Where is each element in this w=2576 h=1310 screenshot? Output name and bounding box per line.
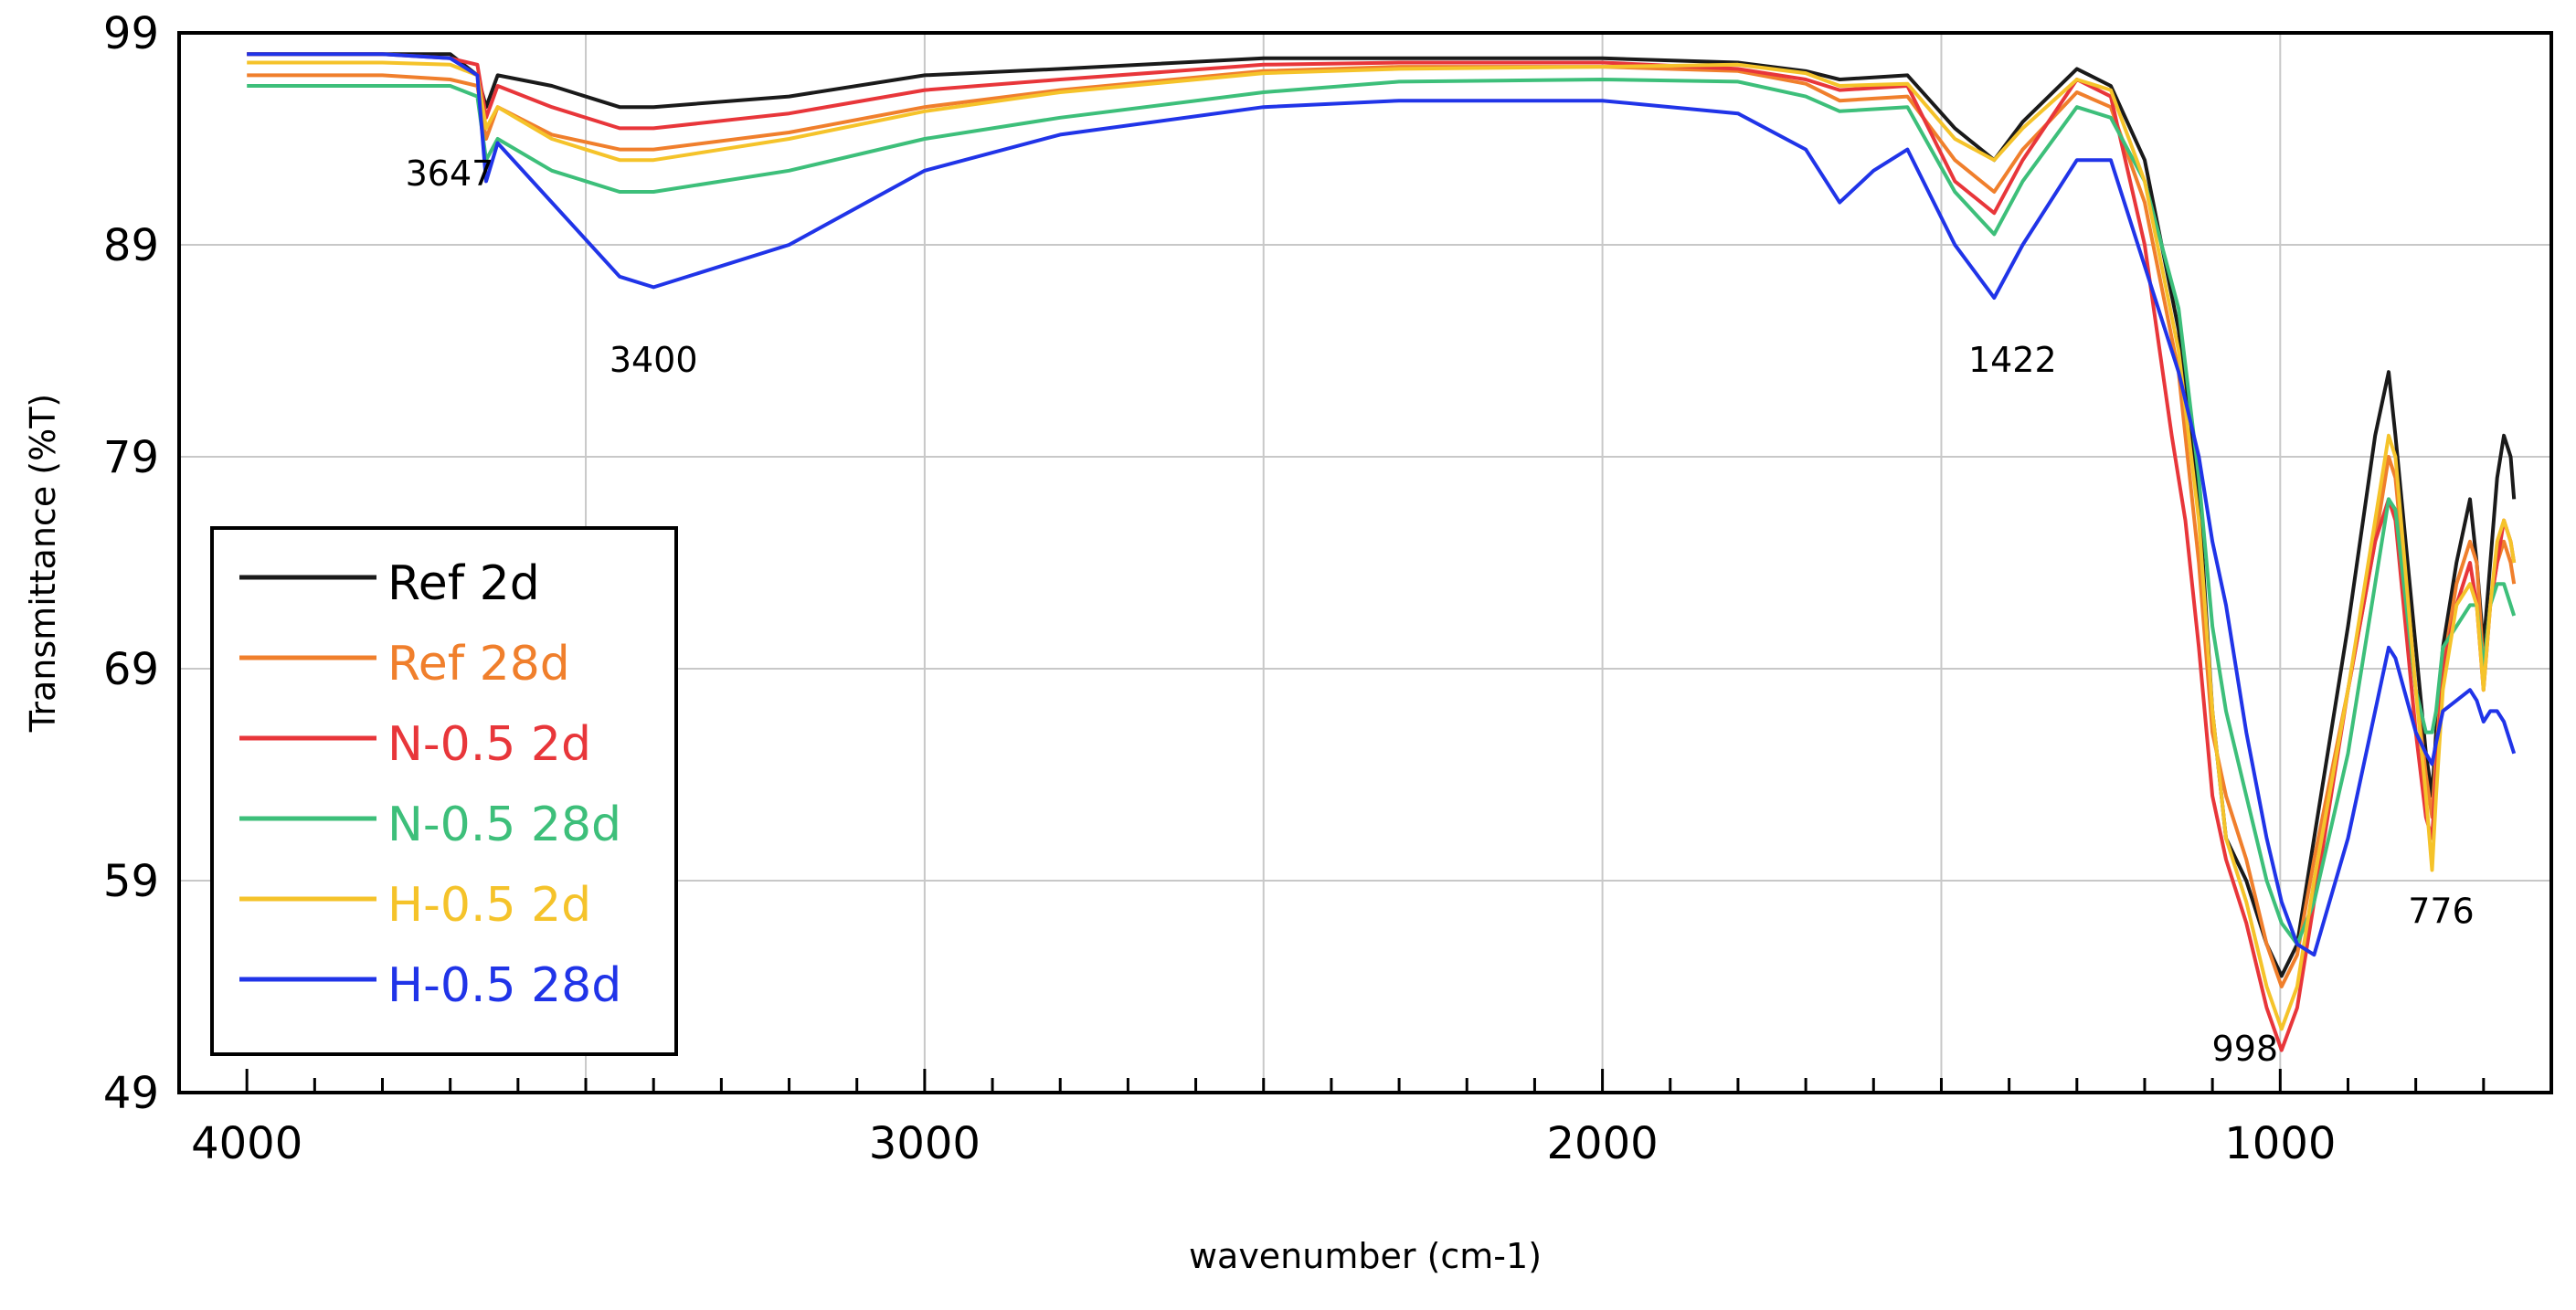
annotation-layer: 3647 3400 1422 998 776 [406,153,2475,1069]
peak-label: 3400 [610,340,698,380]
peak-label: 998 [2212,1029,2279,1069]
series-line-2 [247,52,2517,1052]
series-layer [247,52,2517,1052]
y-tick-label: 89 [103,220,159,271]
y-tick-label: 59 [103,856,159,907]
tick-layer: 4000 3000 2000 1000 49 59 69 79 89 99 [103,8,2486,1169]
peak-label: 776 [2408,891,2475,931]
legend-label: Ref 2d [387,556,540,611]
legend-box [210,526,678,1056]
y-tick-label: 49 [103,1068,159,1119]
y-tick-label: 99 [103,8,159,59]
legend-label: H-0.5 2d [387,878,591,933]
y-axis-title: Transmittance (%T) [23,394,63,733]
x-tick-label: 1000 [2224,1118,2336,1169]
peak-label: 3647 [406,153,494,194]
series-line-4 [247,60,2517,1031]
legend-label: N-0.5 28d [387,798,621,852]
plot-frame [177,31,2553,1094]
legend-label: N-0.5 2d [387,717,591,772]
x-axis-title: wavenumber (cm-1) [1189,1236,1542,1276]
series-line-5 [247,52,2517,957]
series-line-1 [247,65,2517,988]
peak-label: 1422 [1968,340,2057,380]
legend: Ref 2d Ref 28d N-0.5 2d N-0.5 28d H-0.5 2d H-… [210,526,678,1056]
x-tick-label: 3000 [869,1118,981,1169]
y-tick-label: 69 [103,644,159,695]
legend-label: Ref 28d [387,637,570,692]
x-tick-label: 4000 [191,1118,302,1169]
y-tick-label: 79 [103,432,159,483]
legend-label: H-0.5 28d [387,958,621,1013]
x-tick-label: 2000 [1547,1118,1659,1169]
